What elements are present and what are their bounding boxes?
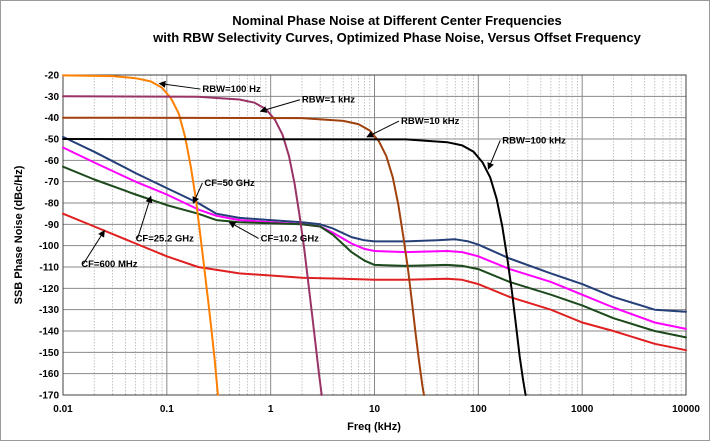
x-tick-label: 1000 <box>571 404 594 415</box>
series-line-rbw100khz <box>62 138 527 396</box>
y-tick-label: -100 <box>39 241 59 252</box>
y-tick-label: -20 <box>45 71 60 82</box>
series-line-rbw10khz <box>62 116 425 396</box>
annotation-arrow <box>366 120 400 138</box>
annotation-arrow <box>192 182 203 204</box>
series-line-cf25 <box>62 146 687 330</box>
series-line-cf600 <box>62 212 687 352</box>
annotation-arrow <box>259 99 301 113</box>
y-tick-label: -50 <box>45 135 60 146</box>
y-tick-label: -160 <box>39 369 59 380</box>
annotation-arrow <box>158 80 201 90</box>
curve-annotations: RBW=100 Hz RBW=1 kHz RBW=10 kHz RBW=100 kHz… <box>81 80 566 270</box>
x-tick-label: 100 <box>470 404 487 415</box>
x-tick-label: 0.1 <box>160 404 174 415</box>
series-lines <box>62 74 687 396</box>
y-tick-label: -30 <box>45 92 60 103</box>
x-tick-label: 10000 <box>672 404 700 415</box>
annotation-label: CF=600 MHz <box>81 259 137 270</box>
x-tick-label: 10 <box>369 404 381 415</box>
x-axis-label: Freq (kHz) <box>347 421 401 433</box>
y-tick-label: -60 <box>45 156 60 167</box>
annotation-label: RBW=100 Hz <box>202 84 261 95</box>
series-line-rbw1khz <box>62 95 323 396</box>
annotation-label: CF=10.2 GHz <box>261 233 320 244</box>
y-tick-label: -170 <box>39 391 59 402</box>
y-tick-label: -120 <box>39 284 59 295</box>
y-axis-label: SSB Phase Noise (dBc/Hz) <box>13 165 25 304</box>
plot-area-border <box>62 74 687 396</box>
annotation-label: CF=50 GHz <box>204 178 255 189</box>
series-line-rbw100hz <box>62 74 219 396</box>
annotation-arrow <box>487 140 501 170</box>
annotation-arrow <box>137 195 153 239</box>
chart-title-line-1: Nominal Phase Noise at Different Center … <box>232 13 561 28</box>
y-tick-label: -70 <box>45 177 60 188</box>
y-tick-label: -130 <box>39 305 59 316</box>
annotation-arrow <box>228 221 259 239</box>
x-tick-label: 1 <box>268 404 274 415</box>
y-tick-label: -90 <box>45 220 60 231</box>
annotation-label: RBW=100 kHz <box>502 135 566 146</box>
x-tick-label: 0.01 <box>53 404 73 415</box>
y-tick-label: -150 <box>39 348 59 359</box>
series-line-cf10 <box>62 165 687 339</box>
y-tick-label: -140 <box>39 327 59 338</box>
y-tick-label: -110 <box>40 263 60 274</box>
y-tick-label: -80 <box>45 199 60 210</box>
chart-title-line-2: with RBW Selectivity Curves, Optimized P… <box>152 30 641 45</box>
y-tick-label: -40 <box>45 113 60 124</box>
annotation-arrow <box>82 229 105 265</box>
annotation-label: RBW=10 kHz <box>401 116 460 127</box>
annotation-label: CF=25.2 GHz <box>136 233 195 244</box>
annotation-label: RBW=1 kHz <box>302 95 355 106</box>
axis-ticks: -20 -30 -40 -50 -60 -70 -80 -90 -100 -110 -120 -130… <box>39 71 700 416</box>
